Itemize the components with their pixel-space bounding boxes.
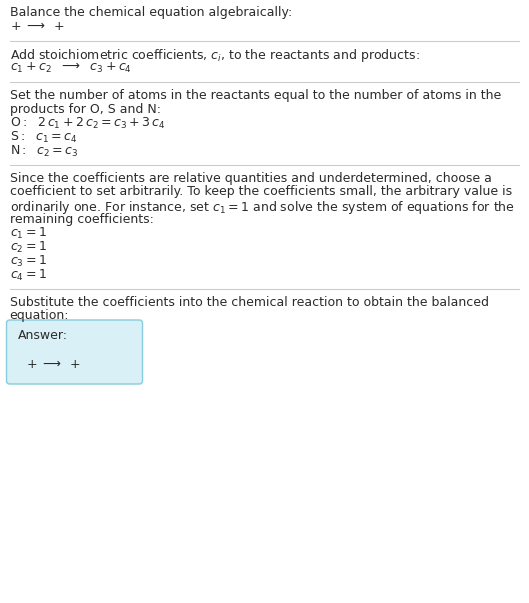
- Text: Answer:: Answer:: [17, 329, 68, 342]
- Text: Balance the chemical equation algebraically:: Balance the chemical equation algebraica…: [10, 6, 292, 19]
- Text: $\mathrm{O:}\ \ 2\,c_1 + 2\,c_2 = c_3 + 3\,c_4$: $\mathrm{O:}\ \ 2\,c_1 + 2\,c_2 = c_3 + …: [10, 116, 165, 131]
- FancyBboxPatch shape: [6, 320, 142, 384]
- Text: Since the coefficients are relative quantities and underdetermined, choose a: Since the coefficients are relative quan…: [10, 172, 491, 185]
- Text: remaining coefficients:: remaining coefficients:: [10, 212, 153, 226]
- Text: $\mathrm{S:}\ \ c_1 = c_4$: $\mathrm{S:}\ \ c_1 = c_4$: [10, 130, 77, 145]
- Text: equation:: equation:: [10, 309, 69, 323]
- Text: $c_3 = 1$: $c_3 = 1$: [10, 254, 47, 269]
- Text: products for O, S and N:: products for O, S and N:: [10, 103, 160, 116]
- Text: Substitute the coefficients into the chemical reaction to obtain the balanced: Substitute the coefficients into the che…: [10, 296, 488, 309]
- Text: $c_1 + c_2\ \ \longrightarrow\ \ c_3 + c_4$: $c_1 + c_2\ \ \longrightarrow\ \ c_3 + c…: [10, 61, 132, 75]
- Text: $\mathrm{N:}\ \ c_2 = c_3$: $\mathrm{N:}\ \ c_2 = c_3$: [10, 144, 78, 159]
- Text: $c_1 = 1$: $c_1 = 1$: [10, 226, 47, 241]
- Text: ordinarily one. For instance, set $c_1 = 1$ and solve the system of equations fo: ordinarily one. For instance, set $c_1 =…: [10, 199, 515, 216]
- Text: $c_4 = 1$: $c_4 = 1$: [10, 268, 47, 283]
- Text: coefficient to set arbitrarily. To keep the coefficients small, the arbitrary va: coefficient to set arbitrarily. To keep …: [10, 186, 512, 198]
- Text: $+\ \longrightarrow\ +$: $+\ \longrightarrow\ +$: [25, 358, 80, 371]
- Text: Add stoichiometric coefficients, $c_i$, to the reactants and products:: Add stoichiometric coefficients, $c_i$, …: [10, 48, 419, 65]
- Text: $c_2 = 1$: $c_2 = 1$: [10, 240, 47, 255]
- Text: Set the number of atoms in the reactants equal to the number of atoms in the: Set the number of atoms in the reactants…: [10, 89, 501, 102]
- Text: $+\ \longrightarrow\ +$: $+\ \longrightarrow\ +$: [10, 19, 65, 33]
